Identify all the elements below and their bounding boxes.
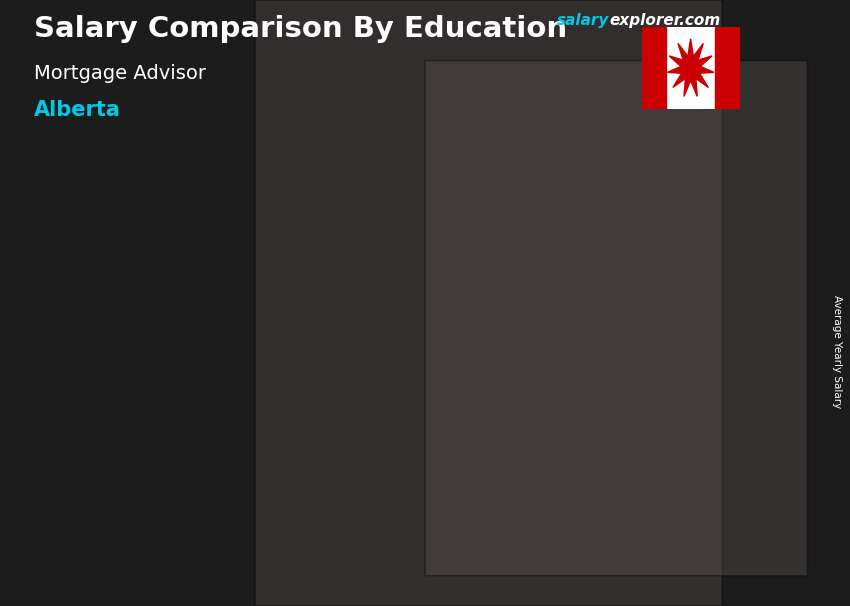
Polygon shape bbox=[661, 236, 672, 521]
Text: Salary Comparison By Education: Salary Comparison By Education bbox=[34, 15, 567, 43]
Bar bbox=[551, 245, 661, 521]
Text: 141,000 CAD: 141,000 CAD bbox=[683, 221, 790, 236]
Text: Average Yearly Salary: Average Yearly Salary bbox=[832, 295, 842, 408]
Text: explorer.com: explorer.com bbox=[609, 13, 721, 28]
Text: salary: salary bbox=[557, 13, 609, 28]
Bar bbox=[331, 323, 441, 521]
Polygon shape bbox=[551, 236, 672, 245]
Polygon shape bbox=[331, 317, 452, 323]
FancyBboxPatch shape bbox=[255, 0, 722, 606]
Bar bbox=[715, 27, 740, 109]
Polygon shape bbox=[111, 391, 232, 396]
Text: 64,100 CAD: 64,100 CAD bbox=[10, 370, 106, 385]
FancyBboxPatch shape bbox=[425, 61, 808, 576]
Bar bbox=[642, 27, 666, 109]
Polygon shape bbox=[441, 317, 452, 521]
Text: +39%: +39% bbox=[456, 191, 546, 219]
Text: +58%: +58% bbox=[220, 235, 310, 262]
Text: 101,000 CAD: 101,000 CAD bbox=[342, 296, 449, 311]
Text: Mortgage Advisor: Mortgage Advisor bbox=[34, 64, 206, 82]
Bar bbox=[111, 396, 221, 521]
Text: Alberta: Alberta bbox=[34, 100, 121, 120]
Polygon shape bbox=[667, 39, 714, 96]
Polygon shape bbox=[221, 391, 232, 521]
